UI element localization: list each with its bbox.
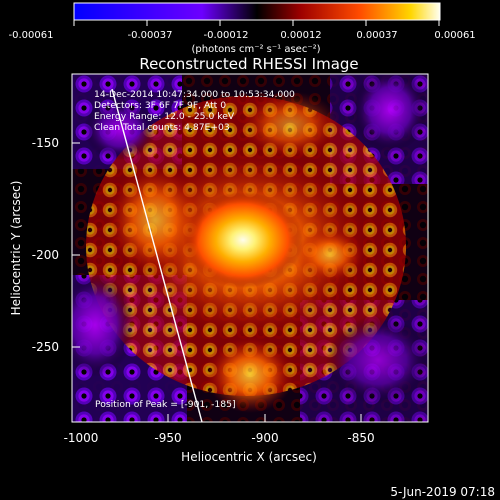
footer-timestamp: 5-Jun-2019 07:18 <box>390 485 495 499</box>
solar-limb-line <box>111 88 203 422</box>
colorbar-unit-label: (photons cm⁻² s⁻¹ asec⁻²) <box>191 44 320 55</box>
y-axis-tick-label-1: -150 <box>32 136 59 150</box>
colorbar-tick-label-6: 0.00061 <box>434 30 475 41</box>
y-axis-tick-label-2: -200 <box>32 248 59 262</box>
y-axis-tick-label-3: -250 <box>32 340 59 354</box>
colorbar-ticks <box>73 20 440 26</box>
heatmap-image <box>72 74 428 422</box>
colorbar-tick-label-4: 0.00012 <box>280 30 321 41</box>
x-axis-tick-label-1: -1000 <box>64 431 99 445</box>
x-axis-tick-label-3: -900 <box>251 431 278 445</box>
colorbar <box>73 2 441 21</box>
x-axis-tick-label-4: -850 <box>347 431 374 445</box>
annotation-detectors: Detectors: 3F 6F 7F 9F, Att 0 <box>94 100 226 111</box>
x-axis-label: Heliocentric X (arcsec) <box>181 450 317 464</box>
colorbar-tick-label-1: -0.00061 <box>9 30 54 41</box>
x-axis-tick-label-2: -950 <box>154 431 181 445</box>
annotation-clean-line: Clean Total counts: 4.87E+03 <box>94 122 230 133</box>
colorbar-tick-label-5: 0.00037 <box>356 30 397 41</box>
colorbar-tick-label-3: -0.00012 <box>204 30 249 41</box>
plot-frame <box>71 73 429 423</box>
colorbar-tick-label-2: -0.00037 <box>128 30 173 41</box>
annotation-peak-position: Position of Peak = [-901, -185] <box>95 399 236 410</box>
annotation-time-range: 14-Dec-2014 10:47:34.000 to 10:53:34.000 <box>94 89 295 100</box>
plot-axis-ticks <box>71 142 362 422</box>
plot-title: Reconstructed RHESSI Image <box>139 55 358 73</box>
annotation-energy-range: Energy Range: 12.0 - 25.0 keV <box>94 111 235 122</box>
y-axis-label: Heliocentric Y (arcsec) <box>9 181 23 316</box>
